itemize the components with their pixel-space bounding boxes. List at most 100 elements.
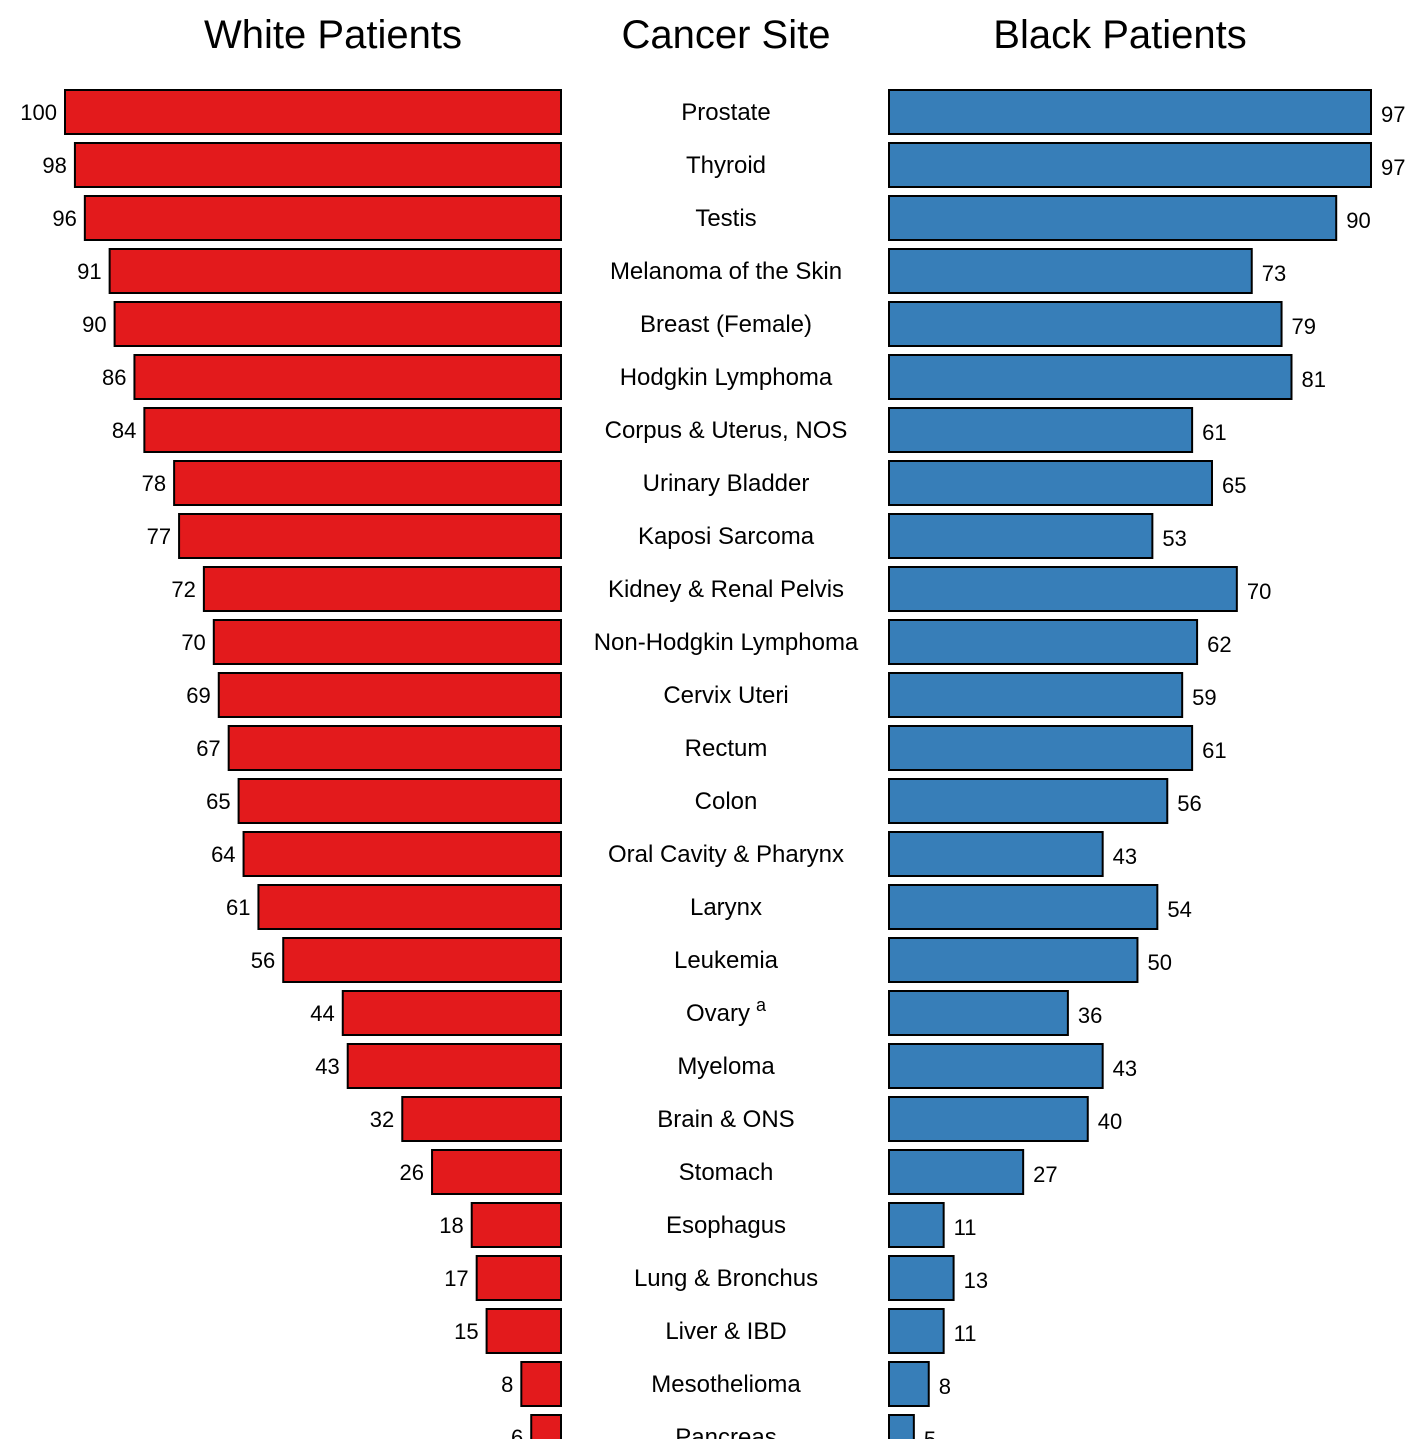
site-label-lung-bronchus: Lung & Bronchus [634,1265,818,1292]
black-bar-cervix-uteri [888,672,1184,718]
black-value-label-larynx: 54 [1167,897,1191,922]
site-label-thyroid: Thyroid [686,152,766,179]
black-value-label-lung-bronchus: 13 [964,1268,988,1293]
black-bar-breast-female [888,301,1283,347]
white-bar-mesothelioma [520,1361,563,1407]
site-label-larynx: Larynx [690,894,762,921]
white-bar-oral-cavity-pharynx [242,831,562,877]
white-bar-melanoma-of-the-skin [108,248,562,294]
white-value-label-hodgkin-lymphoma: 86 [102,365,126,390]
black-bar-melanoma-of-the-skin [888,248,1253,294]
site-label-liver-ibd: Liver & IBD [665,1318,786,1345]
site-label-oral-cavity-pharynx: Oral Cavity & Pharynx [608,841,844,868]
black-bar-brain-ons [888,1096,1089,1142]
black-bar-pancreas [888,1414,915,1439]
black-bar-colon [888,778,1169,824]
white-value-label-ovary: 44 [310,1001,334,1026]
black-bar-non-hodgkin-lymphoma [888,619,1199,665]
black-patients-panel-title: Black Patients [993,13,1246,57]
black-bar-urinary-bladder [888,460,1213,506]
black-value-label-rectum: 61 [1202,738,1226,763]
white-bar-non-hodgkin-lymphoma [212,619,563,665]
black-value-label-kidney-renal-pelvis: 70 [1247,579,1271,604]
white-value-label-colon: 65 [206,789,230,814]
site-label-kaposi-sarcoma: Kaposi Sarcoma [638,523,815,550]
site-label-colon: Colon [695,788,758,815]
white-value-label-thyroid: 98 [42,153,66,178]
black-bar-oral-cavity-pharynx [888,831,1104,877]
black-value-label-testis: 90 [1346,208,1370,233]
site-label-rectum: Rectum [685,735,768,762]
black-value-label-leukemia: 50 [1147,950,1171,975]
white-value-label-kidney-renal-pelvis: 72 [171,577,195,602]
white-value-label-prostate: 100 [20,100,57,125]
site-footnote-marker: a [756,995,767,1015]
white-bar-esophagus [470,1202,562,1248]
black-value-label-stomach: 27 [1033,1162,1057,1187]
site-label-corpus-uterus-nos: Corpus & Uterus, NOS [605,417,848,444]
black-bar-testis [888,195,1338,241]
white-bar-corpus-uterus-nos [143,407,563,453]
white-bar-cervix-uteri [217,672,562,718]
white-bar-urinary-bladder [173,460,562,506]
black-value-label-cervix-uteri: 59 [1192,685,1216,710]
cancer-site-column-title: Cancer Site [622,13,831,57]
black-value-label-colon: 56 [1177,791,1201,816]
black-value-label-oral-cavity-pharynx: 43 [1113,844,1137,869]
black-value-label-melanoma-of-the-skin: 73 [1262,261,1286,286]
black-value-label-myeloma: 43 [1113,1056,1137,1081]
black-bar-thyroid [888,142,1372,188]
black-bar-kaposi-sarcoma [888,513,1154,559]
white-bar-hodgkin-lymphoma [133,354,562,400]
site-label-melanoma-of-the-skin: Melanoma of the Skin [610,258,842,285]
white-value-label-melanoma-of-the-skin: 91 [77,259,101,284]
white-value-label-esophagus: 18 [439,1213,463,1238]
white-value-label-brain-ons: 32 [370,1107,394,1132]
white-bar-testis [83,195,562,241]
black-bar-lung-bronchus [888,1255,955,1301]
white-bar-rectum [227,725,562,771]
site-label-ovary: Ovary a [686,995,767,1027]
black-value-label-pancreas: 5 [924,1427,936,1439]
black-value-label-ovary: 36 [1078,1003,1102,1028]
black-bar-kidney-renal-pelvis [888,566,1238,612]
site-label-non-hodgkin-lymphoma: Non-Hodgkin Lymphoma [594,629,859,656]
white-bar-ovary [341,990,563,1036]
black-value-label-breast-female: 79 [1292,314,1316,339]
site-label-prostate: Prostate [681,99,770,126]
black-bar-myeloma [888,1043,1104,1089]
site-label-breast-female: Breast (Female) [640,311,812,338]
white-value-label-myeloma: 43 [315,1054,339,1079]
black-bar-mesothelioma [888,1361,930,1407]
black-value-label-liver-ibd: 11 [954,1321,977,1346]
black-value-label-brain-ons: 40 [1098,1109,1122,1134]
site-label-brain-ons: Brain & ONS [657,1106,794,1133]
site-label-kidney-renal-pelvis: Kidney & Renal Pelvis [608,576,844,603]
black-bar-liver-ibd [888,1308,945,1354]
black-value-label-kaposi-sarcoma: 53 [1162,526,1186,551]
site-label-stomach: Stomach [679,1159,774,1186]
site-label-mesothelioma: Mesothelioma [651,1371,801,1398]
site-label-urinary-bladder: Urinary Bladder [643,470,810,497]
site-label-hodgkin-lymphoma: Hodgkin Lymphoma [620,364,833,391]
black-bar-ovary [888,990,1069,1036]
black-bar-esophagus [888,1202,945,1248]
white-value-label-leukemia: 56 [251,948,275,973]
white-bar-lung-bronchus [475,1255,562,1301]
white-value-label-pancreas: 6 [511,1425,523,1439]
black-value-label-prostate: 97 [1381,102,1405,127]
black-value-label-mesothelioma: 8 [939,1374,951,1399]
white-bar-kaposi-sarcoma [178,513,563,559]
white-value-label-larynx: 61 [226,895,250,920]
site-label-testis: Testis [695,205,756,232]
black-value-label-esophagus: 11 [954,1215,977,1240]
white-value-label-rectum: 67 [196,736,220,761]
white-bar-leukemia [282,937,562,983]
white-value-label-lung-bronchus: 17 [444,1266,468,1291]
white-value-label-corpus-uterus-nos: 84 [112,418,136,443]
black-bar-leukemia [888,937,1139,983]
white-value-label-cervix-uteri: 69 [186,683,210,708]
white-bar-stomach [431,1149,563,1195]
chart-rows: 100 97 Prostate 98 97 Thyroid 96 90 Testis 91 73 Me… [20,89,1405,1439]
